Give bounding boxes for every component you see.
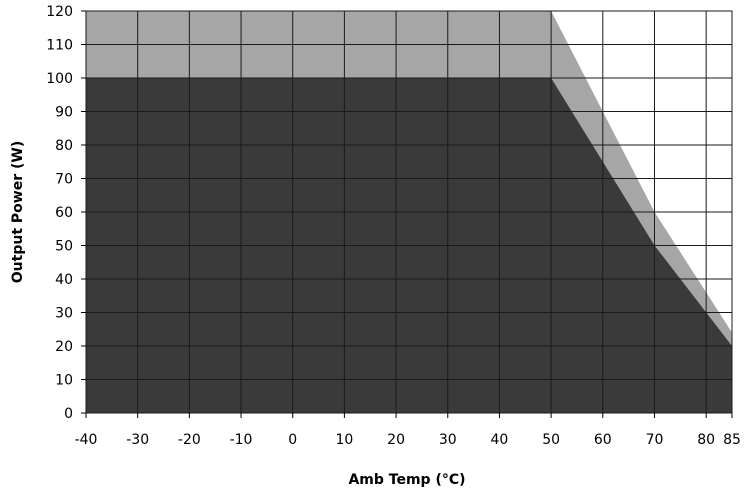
- y-tick-label: 0: [64, 406, 73, 422]
- x-tick-label: 70: [646, 432, 664, 448]
- y-tick-label: 100: [46, 71, 73, 87]
- x-tick-labels: -40 -30 -20 -10 0 10 20 30 40 50 60 70 80 85: [75, 432, 741, 448]
- x-tick-label: 40: [491, 432, 509, 448]
- x-tick-label: -30: [126, 432, 149, 448]
- x-tick-label: 30: [439, 432, 457, 448]
- y-tick-label: 110: [46, 38, 73, 54]
- y-tick-label: 120: [46, 4, 73, 20]
- y-tick-label: 90: [55, 105, 73, 121]
- y-tick-label: 50: [55, 239, 73, 255]
- x-tick-label: 20: [387, 432, 405, 448]
- x-tick-label: 0: [288, 432, 297, 448]
- x-tick-label: -20: [178, 432, 201, 448]
- y-tick-label: 70: [55, 172, 73, 188]
- y-tick-label: 80: [55, 138, 73, 154]
- x-axis-title: Amb Temp (°C): [348, 472, 465, 488]
- y-axis-title: Output Power (W): [10, 141, 26, 283]
- y-tick-label: 10: [55, 373, 73, 389]
- x-tick-label: -10: [230, 432, 253, 448]
- x-tick-label: 85: [723, 432, 741, 448]
- x-tick-label: 80: [697, 432, 715, 448]
- y-tick-label: 60: [55, 205, 73, 221]
- x-tick-label: -40: [75, 432, 98, 448]
- plot-frame: [81, 10, 733, 418]
- x-tick-label: 10: [335, 432, 353, 448]
- x-tick-label: 60: [594, 432, 612, 448]
- y-tick-label: 30: [55, 306, 73, 322]
- x-tick-label: 50: [542, 432, 560, 448]
- y-tick-labels: 0 10 20 30 40 50 60 70 80 90 100 110 120: [46, 4, 73, 422]
- y-tick-label: 20: [55, 339, 73, 355]
- y-tick-label: 40: [55, 272, 73, 288]
